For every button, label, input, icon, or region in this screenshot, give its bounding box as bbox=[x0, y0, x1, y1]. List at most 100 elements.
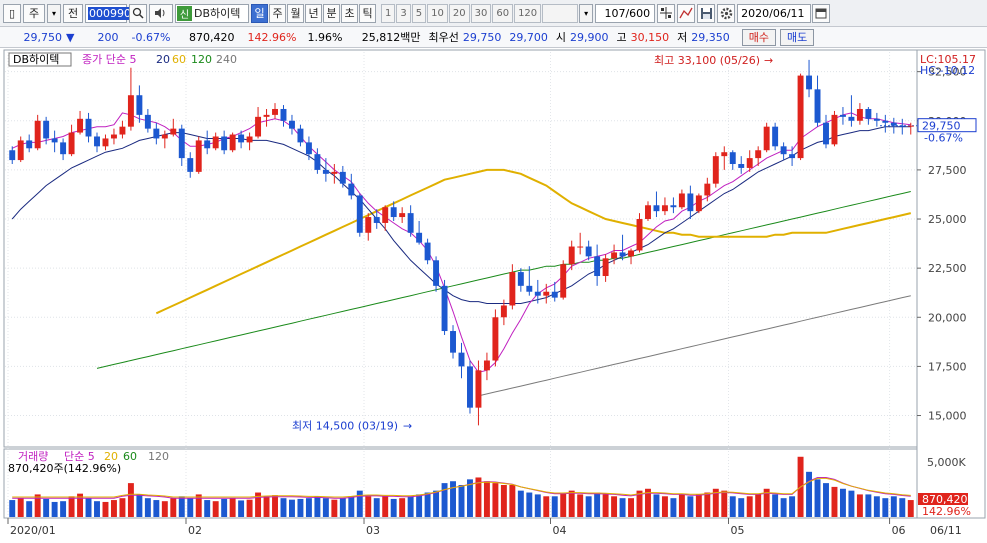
draw-line-button[interactable] bbox=[677, 3, 696, 23]
interval-button-60[interactable]: 60 bbox=[492, 3, 514, 23]
interval-button-20[interactable]: 20 bbox=[448, 3, 470, 23]
volume-legend-item-4[interactable]: 120 bbox=[148, 450, 169, 463]
volume-bar bbox=[729, 496, 736, 517]
period-tab-4[interactable]: 분 bbox=[323, 3, 340, 23]
volume-bar bbox=[331, 499, 338, 517]
period-tab-2[interactable]: 월 bbox=[287, 3, 304, 23]
volume-bar bbox=[806, 471, 813, 517]
volume-bar bbox=[246, 499, 253, 517]
legend-item-2[interactable]: 60 bbox=[172, 53, 186, 66]
chart-area[interactable]: 32,50030,00027,50025,00022,50020,00017,5… bbox=[0, 48, 987, 540]
volume-legend-item-3[interactable]: 60 bbox=[123, 450, 137, 463]
volume-bar bbox=[772, 494, 779, 517]
volume-bar bbox=[483, 481, 490, 517]
period-tab-6[interactable]: 틱 bbox=[359, 3, 376, 23]
period-tab-0[interactable]: 일 bbox=[251, 3, 268, 23]
stock-code-value: 000990 bbox=[88, 6, 132, 20]
candle-body bbox=[399, 213, 406, 218]
volume-bar bbox=[373, 498, 380, 517]
candle-body bbox=[26, 140, 33, 149]
crosshair-button[interactable] bbox=[657, 3, 676, 23]
market-dropdown-icon[interactable]: ▾ bbox=[47, 3, 61, 23]
interval-dropdown-icon[interactable]: ▾ bbox=[579, 3, 594, 23]
volume-bar bbox=[695, 494, 702, 517]
volume-bar bbox=[221, 498, 228, 517]
period-tab-3[interactable]: 년 bbox=[305, 3, 322, 23]
ma240-line bbox=[478, 295, 911, 397]
candle-body bbox=[229, 134, 236, 151]
last-price-tag-text: 29,750 bbox=[922, 120, 961, 133]
stock-name-box[interactable]: 신 DB하이텍 bbox=[175, 3, 249, 23]
candle-body bbox=[204, 140, 211, 149]
period-tab-1[interactable]: 주 bbox=[269, 3, 286, 23]
volume-bar bbox=[746, 496, 753, 517]
interval-button-10[interactable]: 10 bbox=[427, 3, 448, 23]
candle-body bbox=[729, 152, 736, 165]
volume-bar bbox=[272, 495, 278, 517]
volume-bar bbox=[568, 490, 575, 517]
candle-body bbox=[865, 108, 872, 119]
interval-button-120[interactable]: 120 bbox=[514, 3, 542, 23]
volume-bar bbox=[356, 490, 363, 517]
candle-body bbox=[899, 125, 906, 127]
volume-bar bbox=[110, 500, 117, 517]
volume-bar bbox=[26, 501, 33, 517]
date-input[interactable]: 2020/06/11 bbox=[737, 3, 812, 23]
volume-bar bbox=[348, 496, 355, 517]
candle-body bbox=[280, 108, 287, 121]
settings-button[interactable] bbox=[717, 3, 736, 23]
volume-bar bbox=[34, 494, 41, 517]
search-button[interactable] bbox=[129, 3, 147, 23]
sell-button[interactable]: 매도 bbox=[779, 28, 815, 46]
high-arrow-icon: → bbox=[764, 54, 773, 67]
save-button[interactable] bbox=[697, 3, 716, 23]
volume-bar bbox=[636, 490, 643, 517]
legend-item-4[interactable]: 240 bbox=[216, 53, 237, 66]
volume-bar bbox=[577, 494, 584, 517]
legend-item-1[interactable]: 20 bbox=[156, 53, 170, 66]
legend-item-0[interactable]: 종가 단순 5 bbox=[82, 53, 136, 66]
x-tick-label: 03 bbox=[366, 524, 380, 537]
data-count-input[interactable]: 107/600 bbox=[595, 3, 656, 23]
x-tick-label: 2020/01 bbox=[10, 524, 56, 537]
candle-body bbox=[873, 118, 880, 121]
save-icon bbox=[700, 7, 712, 19]
view-all-button[interactable]: 전 bbox=[63, 3, 83, 23]
search-icon bbox=[132, 7, 144, 19]
candle-body bbox=[153, 128, 160, 139]
interval-button-3[interactable]: 3 bbox=[396, 3, 411, 23]
interval-custom-input[interactable] bbox=[542, 3, 579, 23]
candle-body bbox=[305, 142, 312, 155]
candle-body bbox=[195, 140, 202, 172]
volume-bar bbox=[85, 498, 92, 517]
stock-code-input[interactable]: 000990 bbox=[85, 3, 132, 23]
candle-body bbox=[119, 126, 126, 135]
candle-body bbox=[890, 122, 897, 126]
buy-button[interactable]: 매수 bbox=[741, 28, 776, 46]
volume-legend-item-1[interactable]: 단순 5 bbox=[64, 450, 95, 463]
chart-title-box[interactable] bbox=[8, 52, 72, 67]
interval-button-1[interactable]: 1 bbox=[381, 3, 396, 23]
volume-legend-item-2[interactable]: 20 bbox=[104, 450, 118, 463]
volume-bar bbox=[305, 498, 312, 517]
interval-button-5[interactable]: 5 bbox=[411, 3, 427, 23]
period-tab-5[interactable]: 초 bbox=[341, 3, 358, 23]
market-select[interactable]: 주 bbox=[23, 3, 45, 23]
gear-icon bbox=[720, 7, 732, 19]
sound-button[interactable] bbox=[149, 3, 173, 23]
legend-item-3[interactable]: 120 bbox=[191, 53, 212, 66]
candle-body bbox=[178, 128, 185, 159]
candle-body bbox=[161, 134, 168, 139]
volume-bar bbox=[645, 488, 651, 517]
menu-icon[interactable]: ▯ bbox=[3, 3, 21, 23]
calendar-button[interactable] bbox=[812, 3, 831, 23]
candle-body bbox=[365, 217, 372, 233]
volume-bar bbox=[611, 496, 618, 517]
stock-chart[interactable]: 32,50030,00027,50025,00022,50020,00017,5… bbox=[0, 48, 987, 540]
volume-legend-item-0[interactable]: 거래량 bbox=[18, 450, 48, 463]
interval-button-30[interactable]: 30 bbox=[470, 3, 492, 23]
candle-body bbox=[475, 370, 482, 408]
volume-bar bbox=[77, 493, 84, 517]
volume-ma20-line bbox=[12, 477, 911, 498]
interval-buttons: 1 3 5 10 20 30 60 120 bbox=[381, 3, 542, 23]
